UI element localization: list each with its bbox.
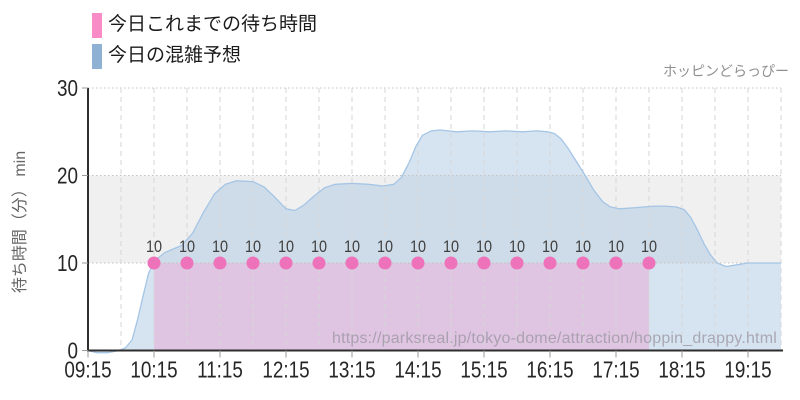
wait-point (246, 256, 260, 270)
x-tick-label: 12:15 (262, 358, 309, 383)
wait-point-label: 10 (245, 238, 261, 256)
wait-point-label: 10 (179, 238, 195, 256)
x-tick-label: 16:15 (526, 358, 573, 383)
x-tick-label: 14:15 (394, 358, 441, 383)
wait-point-label: 10 (476, 238, 492, 256)
wait-point (345, 256, 359, 270)
wait-point (147, 256, 161, 270)
x-tick-label: 10:15 (130, 358, 177, 383)
y-tick-label: 0 (68, 339, 78, 364)
wait-point (312, 256, 326, 270)
wait-point-label: 10 (344, 238, 360, 256)
y-tick-label: 20 (57, 164, 78, 189)
legend-label-actual: 今日これまでの待ち時間 (108, 14, 318, 35)
wait-point-label: 10 (575, 238, 591, 256)
x-tick-label: 18:15 (658, 358, 705, 383)
legend-label-forecast: 今日の混雑予想 (108, 45, 242, 66)
wait-point (180, 256, 194, 270)
band-10-20 (88, 175, 781, 263)
x-tick-label: 13:15 (328, 358, 375, 383)
wait-point-label: 10 (212, 238, 228, 256)
wait-point-label: 10 (542, 238, 558, 256)
wait-point (477, 256, 491, 270)
legend-swatch-pink (92, 12, 102, 38)
wait-point (378, 256, 392, 270)
wait-point (213, 256, 227, 270)
wait-point-label: 10 (410, 238, 426, 256)
wait-point (543, 256, 557, 270)
x-tick-label: 17:15 (592, 358, 639, 383)
wait-point-label: 10 (443, 238, 459, 256)
wait-point-label: 10 (278, 238, 294, 256)
wait-point (576, 256, 590, 270)
x-tick-label: 19:15 (724, 358, 771, 383)
y-axis-title: 待ち時間（分） min (12, 150, 29, 294)
wait-point-label: 10 (641, 238, 657, 256)
x-tick-label: 09:15 (64, 358, 111, 383)
wait-point-label: 10 (608, 238, 624, 256)
wait-point (609, 256, 623, 270)
legend-item-forecast: 今日の混雑予想 (92, 43, 317, 69)
wait-point-label: 10 (146, 238, 162, 256)
wait-point-label: 10 (377, 238, 393, 256)
wait-point (642, 256, 656, 270)
wait-point (411, 256, 425, 270)
chart-legend: 今日これまでの待ち時間 今日の混雑予想 (92, 12, 317, 69)
actual-wait-area (154, 263, 649, 351)
wait-point (510, 256, 524, 270)
wait-point (279, 256, 293, 270)
attraction-name-watermark: ホッピンどらっぴー (663, 63, 789, 79)
legend-swatch-blue (92, 43, 102, 69)
y-tick-label: 10 (57, 251, 78, 276)
wait-point-label: 10 (311, 238, 327, 256)
wait-point-label: 10 (509, 238, 525, 256)
url-watermark: https://parksreal.jp/tokyo-dome/attracti… (331, 330, 777, 347)
wait-point (444, 256, 458, 270)
x-tick-label: 11:15 (197, 358, 243, 383)
y-tick-label: 30 (57, 76, 78, 101)
legend-item-actual: 今日これまでの待ち時間 (92, 12, 317, 38)
forecast-line (87, 129, 781, 354)
x-tick-label: 15:15 (460, 358, 507, 383)
